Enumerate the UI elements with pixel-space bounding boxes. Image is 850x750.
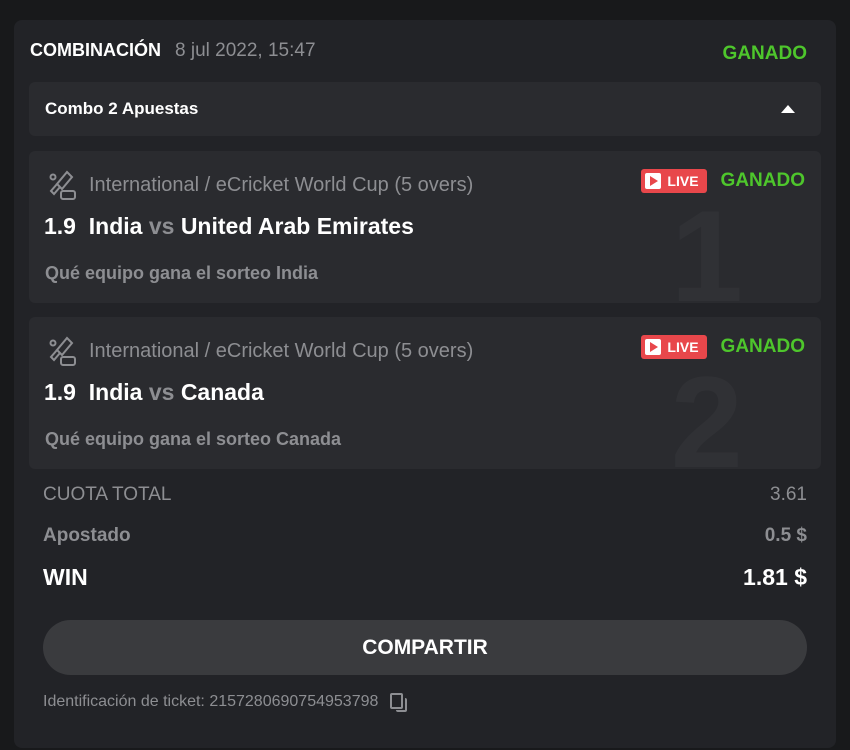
total-odds-label: CUOTA TOTAL	[43, 484, 172, 505]
copy-icon[interactable]	[390, 693, 408, 712]
chevron-up-icon	[781, 105, 795, 113]
odds: 1.9	[44, 379, 76, 405]
win-row: WIN 1.81 $	[43, 564, 807, 591]
staked-value: 0.5 $	[764, 525, 807, 546]
share-button[interactable]: COMPARTIR	[43, 620, 807, 675]
win-value: 1.81 $	[743, 564, 807, 590]
cricket-esports-icon	[49, 336, 76, 366]
away-team: United Arab Emirates	[180, 213, 414, 239]
live-label: LIVE	[667, 173, 699, 189]
cricket-esports-icon	[49, 170, 76, 200]
selection: Qué equipo gana el sorteo India	[45, 263, 319, 283]
staked-label: Apostado	[43, 525, 131, 546]
bet-type: COMBINACIÓN	[30, 40, 161, 60]
live-badge: LIVE	[641, 169, 707, 193]
match-line: 1.9 India vs Canada	[44, 379, 264, 406]
bet-item: 2 International / eCricket World Cup (5 …	[29, 317, 821, 469]
win-label: WIN	[43, 564, 88, 590]
bet-index: 1	[670, 183, 743, 303]
home-team: India	[88, 379, 143, 405]
vs-label: vs	[148, 379, 175, 405]
live-label: LIVE	[667, 339, 699, 355]
league-name: International / eCricket World Cup (5 ov…	[89, 339, 474, 362]
vs-label: vs	[148, 213, 175, 239]
play-icon	[645, 173, 662, 189]
status-badge: GANADO	[722, 43, 807, 64]
bet-header: COMBINACIÓN 8 jul 2022, 15:47	[30, 40, 316, 62]
ticket-id-label: Identificación de ticket: 21572806907549…	[43, 693, 379, 710]
play-icon	[645, 339, 662, 355]
bet-status: GANADO	[720, 170, 805, 191]
away-team: Canada	[180, 379, 264, 405]
total-odds-row: CUOTA TOTAL 3.61	[43, 484, 807, 506]
combo-toggle[interactable]: Combo 2 Apuestas	[29, 82, 821, 136]
league-name: International / eCricket World Cup (5 ov…	[89, 173, 474, 196]
total-odds-value: 3.61	[770, 484, 807, 505]
odds: 1.9	[44, 213, 76, 239]
staked-row: Apostado 0.5 $	[43, 525, 807, 547]
bet-date: 8 jul 2022, 15:47	[175, 40, 316, 61]
combo-label: Combo 2 Apuestas	[45, 99, 199, 118]
bet-item: 1 International / eCricket World Cup (5 …	[29, 151, 821, 303]
bet-index: 2	[670, 349, 743, 469]
home-team: India	[88, 213, 143, 239]
live-badge: LIVE	[641, 335, 707, 359]
ticket-id: Identificación de ticket: 21572806907549…	[43, 693, 408, 712]
selection: Qué equipo gana el sorteo Canada	[45, 429, 342, 449]
bet-status: GANADO	[720, 336, 805, 357]
match-line: 1.9 India vs United Arab Emirates	[44, 213, 414, 240]
